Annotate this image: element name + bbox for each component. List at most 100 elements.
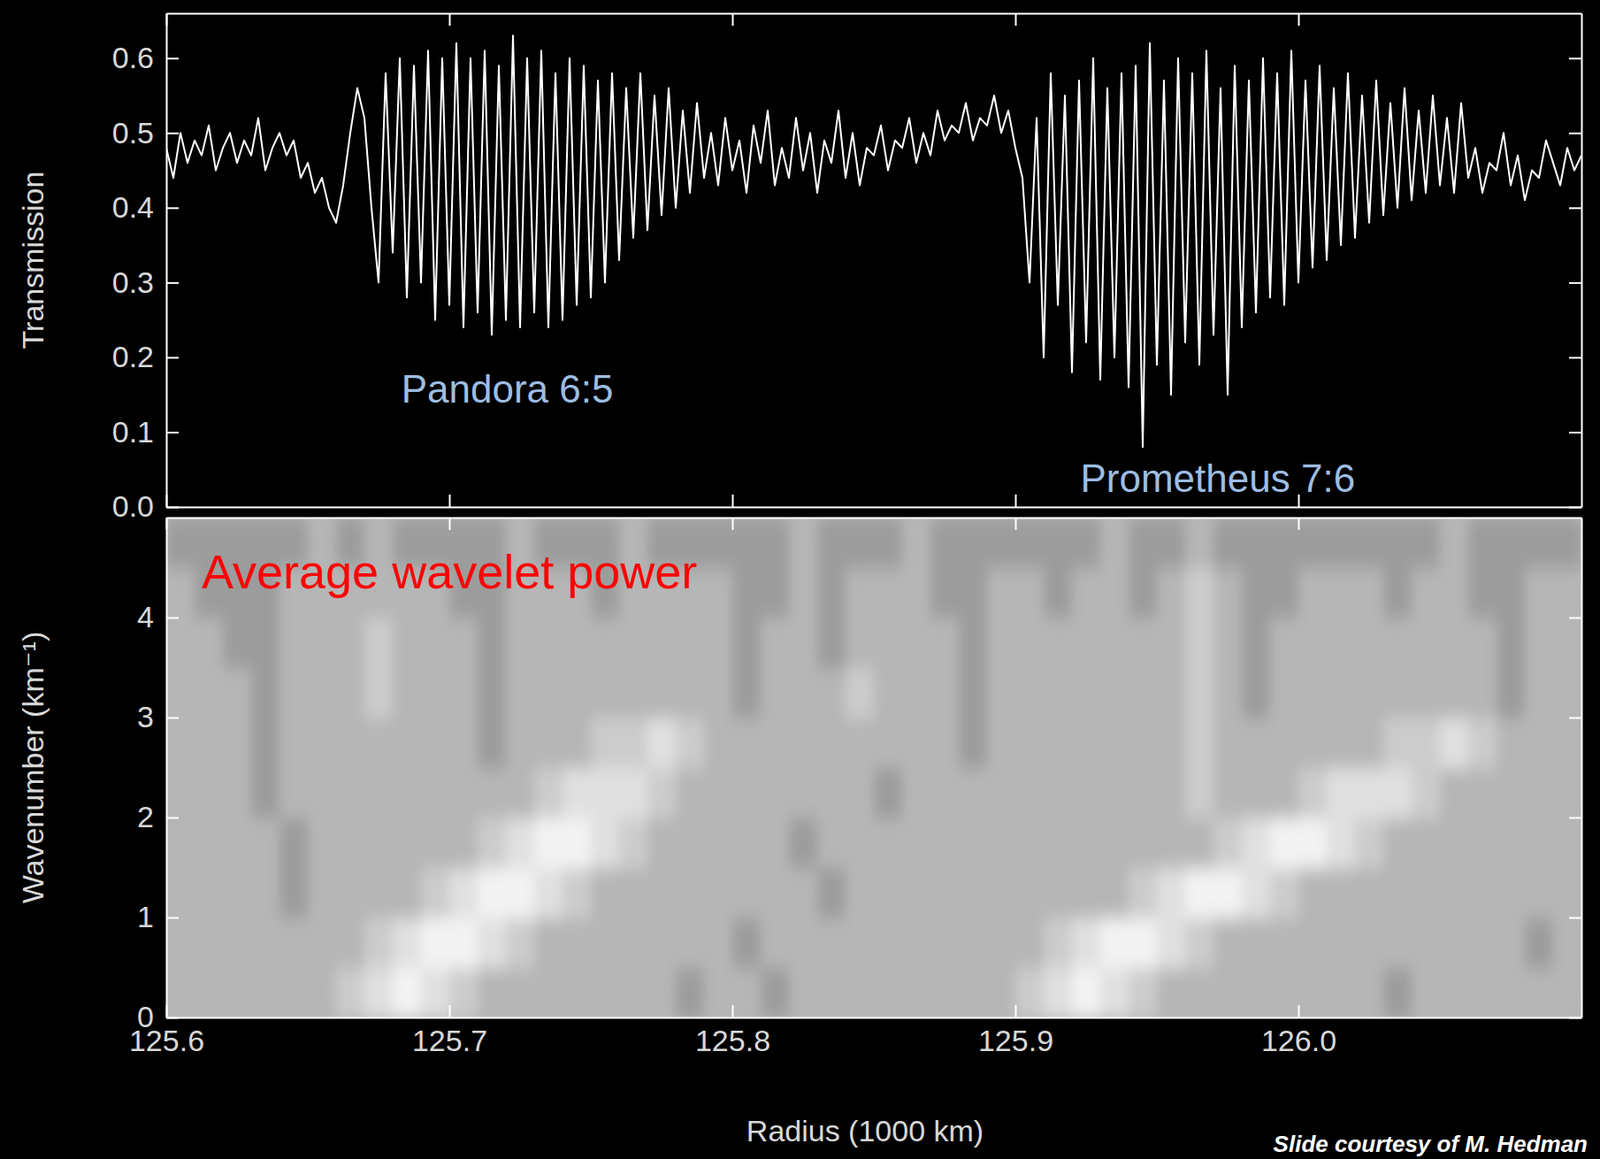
tick [1569, 917, 1582, 919]
power-cell [1241, 967, 1271, 1019]
power-cell [1270, 567, 1300, 620]
power-cell [675, 867, 705, 919]
power-cell [1213, 967, 1243, 1019]
plot-background [166, 517, 1582, 1018]
power-cell [1128, 667, 1158, 720]
power-cell [930, 767, 960, 820]
power-cell [279, 667, 309, 720]
power-cell [817, 767, 847, 820]
power-cell [194, 967, 224, 1019]
power-cell [1156, 917, 1187, 969]
tick [1298, 13, 1300, 26]
power-cell [732, 617, 762, 669]
power-cell [1015, 767, 1045, 820]
tick [1298, 517, 1300, 530]
power-cell [1524, 967, 1555, 1019]
power-cell [1553, 817, 1582, 869]
power-cell [194, 767, 224, 820]
power-cell [958, 867, 988, 919]
power-cell [166, 517, 196, 569]
power-cell [1524, 817, 1555, 869]
power-cell [1553, 567, 1582, 620]
power-cell [1043, 867, 1073, 919]
power-cell [364, 817, 394, 869]
power-cell [166, 767, 196, 820]
axis-top [167, 517, 1583, 530]
power-cell [788, 717, 819, 769]
power-cell [1213, 717, 1243, 769]
power-cell [675, 667, 705, 720]
power-cell [1524, 617, 1555, 669]
power-cell [449, 617, 479, 669]
power-cell [732, 517, 762, 569]
power-cell [987, 767, 1017, 820]
tick [166, 13, 168, 26]
power-cell [873, 517, 904, 569]
power-cell [1439, 667, 1470, 720]
power-cell [619, 617, 649, 669]
axis-bottom: 125.6125.7125.8125.9126.0 [129, 1004, 1583, 1057]
power-cell [1298, 517, 1328, 569]
power-cell [364, 717, 394, 769]
tick-label: 125.9 [978, 1023, 1054, 1057]
power-cell [477, 967, 507, 1019]
power-cell [873, 667, 904, 720]
power-cell [1524, 867, 1555, 919]
power-cell [1326, 567, 1356, 620]
power-cell [845, 867, 875, 919]
power-cell [1270, 967, 1300, 1019]
power-cell [732, 567, 762, 620]
power-cell [987, 817, 1017, 869]
tick-mark [1569, 917, 1582, 919]
power-cell [449, 667, 479, 720]
power-cell [930, 717, 960, 769]
tick [1569, 617, 1582, 619]
power-cell [732, 767, 762, 820]
power-cell [619, 667, 649, 720]
power-cell [1355, 667, 1385, 720]
power-cell [1524, 567, 1555, 620]
power-cell [845, 617, 875, 669]
power-cell [1553, 967, 1582, 1019]
power-cell [675, 817, 705, 869]
power-cell [336, 817, 366, 869]
tick [1569, 207, 1582, 209]
power-cell [1071, 717, 1102, 769]
power-cell [1128, 967, 1158, 1019]
power-cell [194, 917, 224, 969]
power-cell [1015, 817, 1045, 869]
power-cell [1468, 717, 1498, 769]
tick [1569, 58, 1582, 60]
power-cell [1468, 867, 1498, 919]
power-cell [788, 517, 819, 569]
plot-area [166, 517, 1582, 1018]
power-cell [1298, 967, 1328, 1019]
power-cell [958, 817, 988, 869]
power-cell [392, 867, 422, 919]
power-cell [930, 817, 960, 869]
tick [1569, 357, 1582, 359]
tick: 125.8 [695, 1004, 771, 1057]
tick-mark [1015, 1004, 1018, 1018]
power-cell [222, 667, 253, 720]
power-cell [505, 817, 536, 869]
power-cell [704, 967, 734, 1019]
power-cell [1156, 617, 1187, 669]
power-cell [704, 917, 734, 969]
power-cell [1496, 967, 1526, 1019]
power-cell [336, 717, 366, 769]
power-cell [1496, 517, 1526, 569]
power-cell [1071, 917, 1102, 969]
tick [1569, 717, 1582, 719]
power-cell [732, 917, 762, 969]
tick-label: 0.6 [112, 40, 154, 75]
power-cell [194, 817, 224, 869]
power-cell [760, 667, 790, 720]
power-cell [1411, 967, 1441, 1019]
power-cell [704, 517, 734, 569]
power-cell [1213, 767, 1243, 820]
power-cell [902, 717, 932, 769]
tick [1569, 132, 1582, 134]
tick-mark [166, 917, 179, 919]
power-cell [449, 717, 479, 769]
